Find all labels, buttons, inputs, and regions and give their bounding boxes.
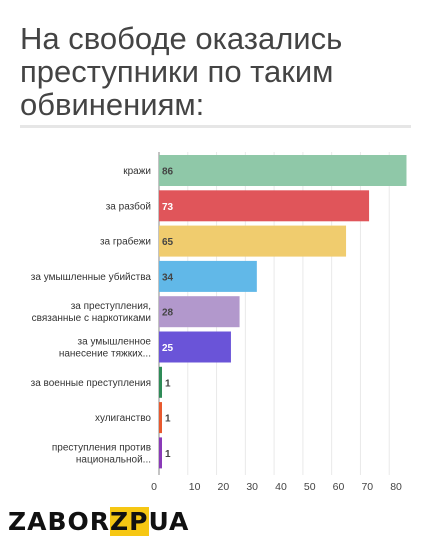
bar xyxy=(159,225,347,257)
bar xyxy=(159,366,162,398)
x-tick-label: 60 xyxy=(333,481,345,493)
data-label: 25 xyxy=(162,343,174,354)
data-label: 65 xyxy=(162,237,174,248)
bar xyxy=(159,331,231,363)
bar-chart: 0 10 20 30 40 50 60 70 80 кражи 86 за разбой 73 за гр… xyxy=(31,152,407,493)
bar xyxy=(159,190,370,222)
x-tick-label: 0 xyxy=(151,481,157,493)
category-label: связанные с наркотиками xyxy=(32,313,151,324)
data-label: 86 xyxy=(162,167,174,178)
category-label: национальной... xyxy=(76,454,151,465)
category-label: за преступления, xyxy=(71,301,151,312)
x-tick-label: 50 xyxy=(304,481,316,493)
x-tick-label: 10 xyxy=(189,481,201,493)
category-label: за грабежи xyxy=(100,236,151,248)
bar xyxy=(159,402,162,434)
x-tick-label: 80 xyxy=(390,481,402,493)
category-label: нанесение тяжких... xyxy=(59,349,151,360)
category-label: кражи xyxy=(123,166,151,177)
category-label: преступления против xyxy=(52,442,151,453)
brand-logo-suffix: UA xyxy=(148,507,190,536)
data-label: 34 xyxy=(162,272,174,283)
bar xyxy=(159,155,407,186)
bar xyxy=(159,260,257,292)
data-label: 1 xyxy=(165,378,171,389)
data-label: 1 xyxy=(165,414,171,425)
category-label: за военные преступления xyxy=(31,378,151,389)
brand-logo-highlight: ZP xyxy=(110,507,149,536)
category-label: за умышленное xyxy=(78,337,152,348)
data-label: 28 xyxy=(162,308,174,319)
bar xyxy=(159,437,162,469)
x-tick-label: 70 xyxy=(361,481,373,493)
x-tick-label: 40 xyxy=(275,481,287,493)
data-label: 73 xyxy=(162,202,174,213)
brand-logo-prefix: ZABOR xyxy=(8,507,111,536)
chart-title: На свободе оказались преступники по таки… xyxy=(20,21,343,122)
x-tick-label: 30 xyxy=(246,481,258,493)
data-label: 1 xyxy=(165,449,171,460)
title-divider xyxy=(20,125,411,128)
category-label: за разбой xyxy=(106,200,151,212)
brand-logo: ZABORZPUA xyxy=(8,507,189,537)
bar xyxy=(159,296,240,328)
category-label: хулиганство xyxy=(95,413,151,424)
category-label: за умышленные убийства xyxy=(31,271,152,283)
x-tick-label: 20 xyxy=(218,481,230,493)
